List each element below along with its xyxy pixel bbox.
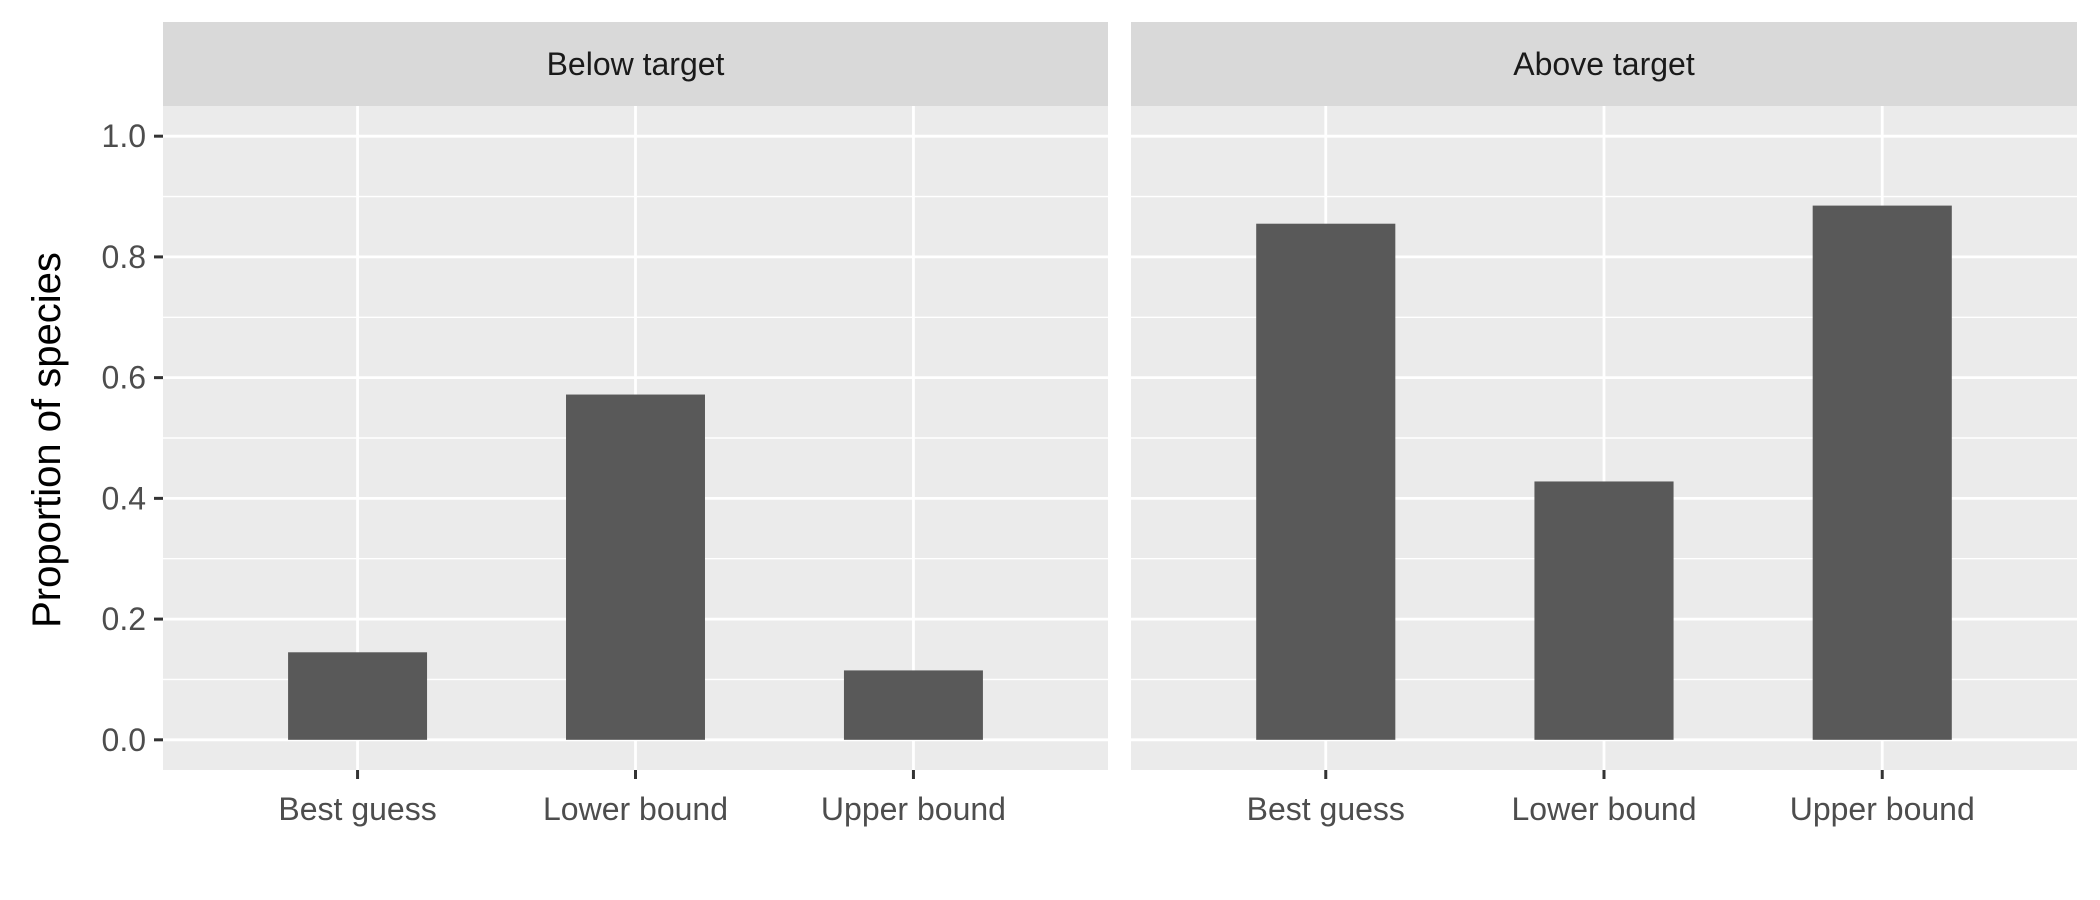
bar: [288, 652, 428, 740]
y-tick-label: 0.4: [102, 480, 146, 516]
bar: [1812, 205, 1952, 740]
x-tick-label: Lower bound: [543, 791, 728, 827]
bar: [1534, 481, 1674, 740]
bar: [566, 394, 705, 740]
facet-strip-label: Below target: [547, 46, 725, 82]
bar: [1256, 223, 1396, 740]
y-axis-title: Proportion of species: [25, 252, 69, 628]
y-tick-label: 0.2: [102, 601, 146, 637]
bar: [843, 670, 983, 740]
x-tick-label: Upper bound: [821, 791, 1006, 827]
y-tick-label: 0.6: [102, 360, 146, 396]
y-tick-label: 0.8: [102, 239, 146, 275]
facet-panel: Above target Best guess Lower bound Upper b…: [1131, 22, 2077, 827]
facet-strip-label: Above target: [1513, 46, 1695, 82]
facet-strip: [163, 22, 1108, 106]
facet-panel: Below target Best guess Lower bound Upper b…: [163, 22, 1108, 827]
x-tick-label: Lower bound: [1511, 791, 1696, 827]
x-tick-label: Best guess: [278, 791, 436, 827]
y-tick-label: 0.0: [102, 722, 146, 758]
y-tick-label: 1.0: [102, 118, 146, 154]
facet-panels: Below target Best guess Lower bound Upper b…: [163, 22, 2077, 827]
facet-strip: [1131, 22, 2077, 106]
y-axis: 0.0 0.2 0.4 0.6 0.8 1.0: [102, 118, 163, 758]
x-tick-label: Upper bound: [1790, 791, 1975, 827]
x-tick-label: Best guess: [1247, 791, 1405, 827]
